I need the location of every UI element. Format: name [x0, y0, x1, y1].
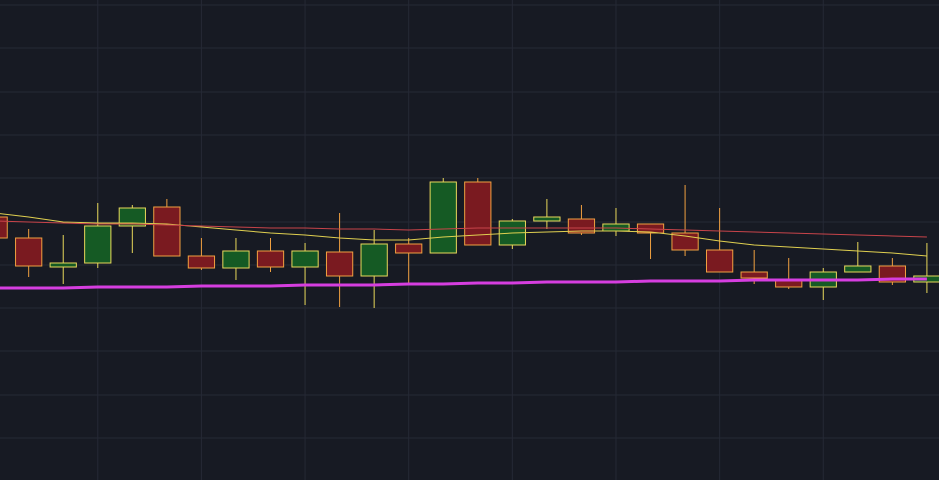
- candle-body: [844, 265, 872, 273]
- candle-body: [567, 218, 596, 234]
- candle-body: [291, 250, 319, 268]
- candle-body: [49, 262, 77, 268]
- candle-body: [360, 243, 388, 277]
- candle-body: [395, 243, 423, 254]
- candle-body: [153, 206, 181, 257]
- candle-body: [118, 207, 146, 227]
- candle-body: [0, 216, 8, 239]
- candle-body: [533, 216, 561, 222]
- candle-body: [256, 250, 285, 268]
- candle-body: [740, 271, 768, 279]
- candle-body: [222, 250, 250, 269]
- moving-average-line: [0, 277, 927, 290]
- candle-body: [84, 225, 112, 264]
- candle-body: [429, 181, 457, 254]
- moving-average-line: [0, 220, 927, 238]
- candle-body: [325, 251, 354, 277]
- candle-body: [705, 249, 734, 273]
- moving-average-line: [0, 213, 927, 257]
- candle-body: [15, 237, 43, 267]
- candle-body: [187, 255, 216, 269]
